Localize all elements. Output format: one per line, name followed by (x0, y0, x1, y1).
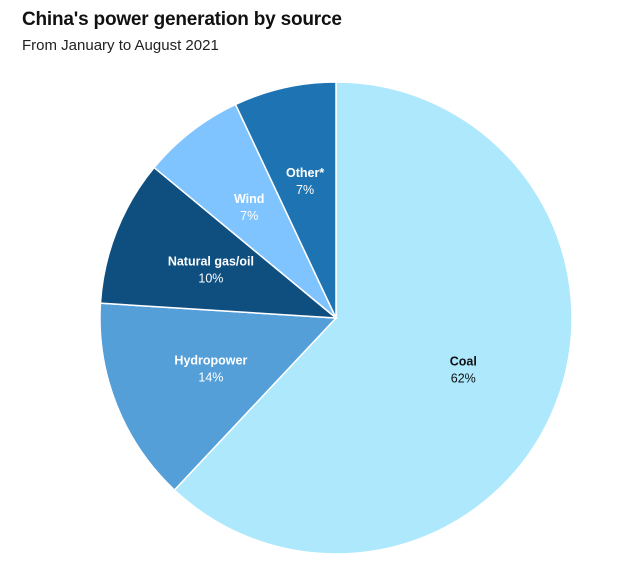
pie-slice-hydropower (99, 302, 338, 492)
slice-label-other: Other* 7% (286, 166, 324, 197)
slice-label-coal: Coal 62% (450, 354, 477, 385)
slice-label-name: Other* (286, 166, 324, 180)
slice-label-name: Coal (450, 354, 477, 368)
slice-label-natural-gas-oil: Natural gas/oil 10% (168, 255, 254, 286)
slice-label-name: Hydropower (174, 354, 247, 368)
pie-slice-natural-gas-oil (99, 166, 339, 319)
slice-label-value: 62% (451, 371, 476, 385)
slice-label-value: 7% (240, 209, 258, 223)
pie-slice-wind (153, 103, 337, 319)
chart-subtitle: From January to August 2021 (22, 37, 219, 54)
slice-label-name: Wind (234, 192, 264, 206)
chart-title: China's power generation by source (22, 9, 342, 30)
slice-label-value: 7% (296, 183, 314, 197)
pie-slice-other (234, 81, 337, 319)
slice-label-wind: Wind 7% (234, 192, 264, 223)
pie-slice-coal (173, 81, 573, 555)
slice-label-value: 10% (198, 272, 223, 286)
slice-label-name: Natural gas/oil (168, 255, 254, 269)
slice-label-value: 14% (198, 371, 223, 385)
slice-label-hydropower: Hydropower 14% (174, 354, 247, 385)
